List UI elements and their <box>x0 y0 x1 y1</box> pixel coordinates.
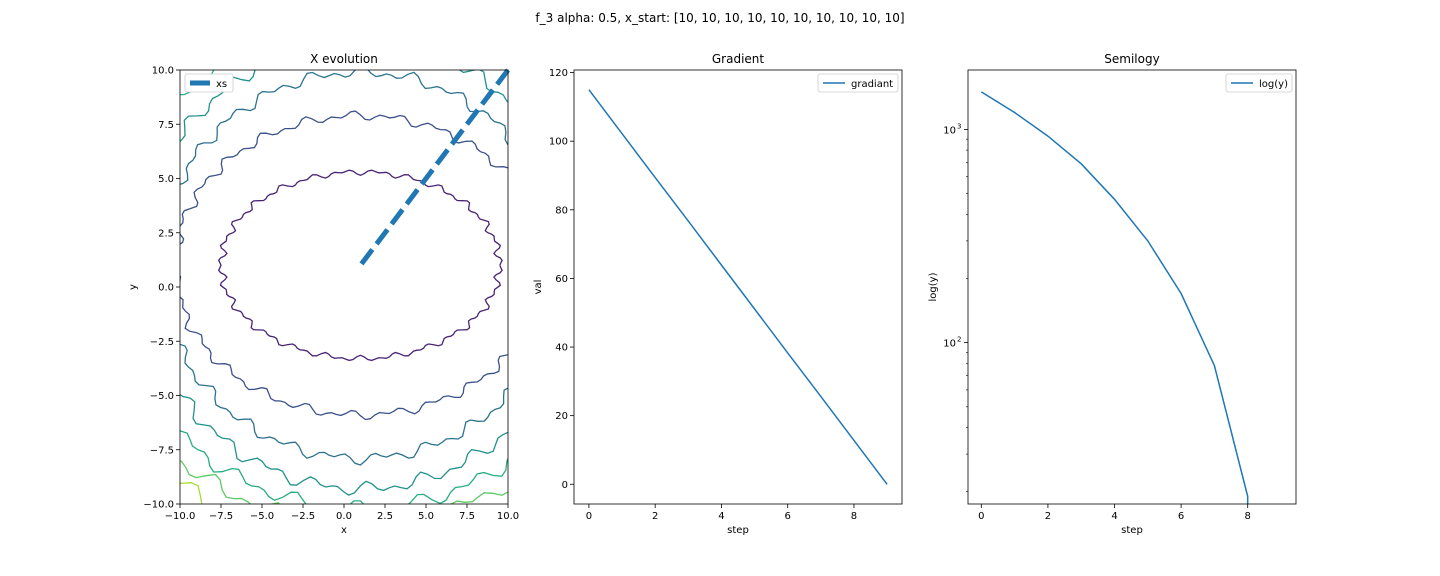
legend-label-logy: log(y) <box>1259 79 1288 90</box>
subplot-1-frame <box>179 69 509 505</box>
p2-ytick-label-3: 60 <box>555 274 568 285</box>
p1-xtick-label-5: 2.5 <box>377 511 393 522</box>
p3-xtick-label-2: 4 <box>1111 511 1117 522</box>
p1-ytick-label-3: −2.5 <box>150 337 174 348</box>
subplot-1-ylabel: y <box>128 284 139 290</box>
subplot-3-title: Semilogy <box>1104 52 1159 66</box>
subplot-3-frame <box>967 69 1297 505</box>
subplot-1-ticks: −10.0 −7.5 −5.0 −2.5 0.0 2.5 5.0 7.5 10.0 −10.0 −7… <box>143 66 519 523</box>
contour-level-5 <box>180 70 508 504</box>
legend-label-xs: xs <box>216 79 227 90</box>
subplot-1-title: X evolution <box>310 52 378 66</box>
figure-suptitle: f_3 alpha: 0.5, x_start: [10, 10, 10, 10… <box>535 11 904 25</box>
subplot-2-frame <box>573 69 903 505</box>
p2-ytick-label-2: 40 <box>555 343 568 354</box>
series-logy-line <box>980 91 1249 504</box>
subplot-3-xlabel: step <box>1121 525 1143 536</box>
p1-xtick-label-8: 10.0 <box>497 511 519 522</box>
p1-xtick-label-0: −10.0 <box>165 511 196 522</box>
p1-ytick-label-2: −5.0 <box>150 391 174 402</box>
p2-ytick-label-5: 100 <box>549 137 568 148</box>
p1-ytick-label-6: 5.0 <box>158 174 174 185</box>
legend-label-gradiant: gradiant <box>851 79 893 90</box>
subplot-3-legend: log(y) <box>1225 73 1293 93</box>
p1-xtick-label-2: −5.0 <box>250 511 274 522</box>
p1-ytick-label-1: −7.5 <box>150 445 174 456</box>
subplot-3-series <box>980 91 1249 504</box>
contour-level-4 <box>180 70 508 504</box>
p3-ytick-exp-1: 3 <box>957 122 961 130</box>
contour-level-1 <box>180 110 508 421</box>
p3-ytick-exp-0: 2 <box>957 336 961 344</box>
p1-ytick-label-7: 7.5 <box>158 120 174 131</box>
p1-xtick-label-4: 0.0 <box>336 511 352 522</box>
contour-level-6 <box>180 482 203 504</box>
p1-xtick-label-3: −2.5 <box>291 511 315 522</box>
p2-ytick-label-6: 120 <box>549 68 568 79</box>
p2-xtick-label-0: 0 <box>586 511 592 522</box>
p1-ytick-label-0: −10.0 <box>143 500 174 511</box>
subplot-2-title: Gradient <box>712 52 765 66</box>
p1-ytick-label-8: 10.0 <box>152 66 174 77</box>
subplot-2-ylabel: val <box>533 280 544 295</box>
p1-xtick-label-1: −7.5 <box>209 511 233 522</box>
p3-xtick-label-0: 0 <box>978 511 984 522</box>
p1-ytick-label-4: 0.0 <box>158 283 174 294</box>
contour-level-0 <box>217 169 503 362</box>
p2-ytick-label-4: 80 <box>555 205 568 216</box>
series-gradiant-line <box>588 89 888 485</box>
p3-ytick-label-0: 10 <box>943 339 956 350</box>
series-xs-line <box>358 68 510 267</box>
subplot-1-legend: xs <box>184 73 234 93</box>
p2-xtick-label-2: 4 <box>718 511 724 522</box>
subplot-3-ylabel: log(y) <box>928 272 939 301</box>
p3-xtick-label-4: 8 <box>1245 511 1251 522</box>
subplot-1-series <box>358 68 510 267</box>
contour-level-2 <box>180 70 508 466</box>
p2-xtick-label-1: 2 <box>652 511 658 522</box>
p1-ytick-label-5: 2.5 <box>158 228 174 239</box>
p1-xtick-label-7: 7.5 <box>459 511 475 522</box>
subplot-2-xlabel: step <box>727 525 749 536</box>
p2-xtick-label-3: 6 <box>785 511 791 522</box>
subplot-2-series <box>588 89 888 485</box>
subplot-1-xlabel: x <box>341 525 347 536</box>
subplot-2-legend: gradiant <box>817 73 899 93</box>
p2-ytick-label-0: 0 <box>562 480 568 491</box>
legend-box <box>1225 73 1293 93</box>
contour-level-3 <box>180 70 508 496</box>
subplot-1-contours <box>180 70 508 504</box>
p3-xtick-label-3: 6 <box>1178 511 1184 522</box>
p3-xtick-label-1: 2 <box>1045 511 1051 522</box>
p1-xtick-label-6: 5.0 <box>418 511 434 522</box>
p3-ytick-label-1: 10 <box>943 125 956 136</box>
subplot-x-evolution: X evolution −10.0 −7.5 −5.0 −2.5 0.0 2.5 5.0 7.… <box>128 52 519 536</box>
p2-xtick-label-4: 8 <box>851 511 857 522</box>
p2-ytick-label-1: 20 <box>555 411 568 422</box>
legend-box <box>817 73 899 93</box>
